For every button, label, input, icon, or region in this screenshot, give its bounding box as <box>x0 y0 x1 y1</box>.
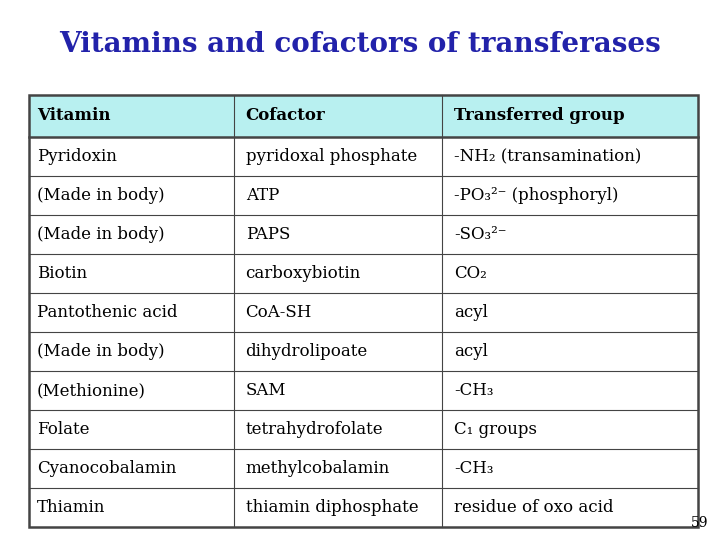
Text: CoA-SH: CoA-SH <box>246 304 312 321</box>
Text: SAM: SAM <box>246 382 286 399</box>
Text: -SO₃²⁻: -SO₃²⁻ <box>454 226 507 243</box>
Text: (Made in body): (Made in body) <box>37 187 164 204</box>
Text: Pyridoxin: Pyridoxin <box>37 148 117 165</box>
Bar <box>29 95 698 137</box>
Text: acyl: acyl <box>454 343 488 360</box>
Text: Pantothenic acid: Pantothenic acid <box>37 304 177 321</box>
Text: Biotin: Biotin <box>37 265 87 282</box>
Text: dihydrolipoate: dihydrolipoate <box>246 343 368 360</box>
Text: -NH₂ (transamination): -NH₂ (transamination) <box>454 148 642 165</box>
Text: CO₂: CO₂ <box>454 265 487 282</box>
Text: Transferred group: Transferred group <box>454 107 625 125</box>
Text: (Made in body): (Made in body) <box>37 226 164 243</box>
Text: (Made in body): (Made in body) <box>37 343 164 360</box>
Text: residue of oxo acid: residue of oxo acid <box>454 499 614 516</box>
Text: -PO₃²⁻ (phosphoryl): -PO₃²⁻ (phosphoryl) <box>454 187 619 204</box>
Bar <box>29 95 698 527</box>
Text: -CH₃: -CH₃ <box>454 460 494 477</box>
Text: Cofactor: Cofactor <box>246 107 325 125</box>
Text: Vitamins and cofactors of transferases: Vitamins and cofactors of transferases <box>59 31 661 58</box>
Text: -CH₃: -CH₃ <box>454 382 494 399</box>
Text: (Methionine): (Methionine) <box>37 382 145 399</box>
Text: Folate: Folate <box>37 421 89 438</box>
Text: Vitamin: Vitamin <box>37 107 110 125</box>
Text: Thiamin: Thiamin <box>37 499 105 516</box>
Text: pyridoxal phosphate: pyridoxal phosphate <box>246 148 417 165</box>
Text: C₁ groups: C₁ groups <box>454 421 537 438</box>
Text: tetrahydrofolate: tetrahydrofolate <box>246 421 383 438</box>
Text: methylcobalamin: methylcobalamin <box>246 460 390 477</box>
Text: carboxybiotin: carboxybiotin <box>246 265 361 282</box>
Text: Cyanocobalamin: Cyanocobalamin <box>37 460 176 477</box>
Text: ATP: ATP <box>246 187 279 204</box>
Text: 59: 59 <box>690 516 708 530</box>
Text: acyl: acyl <box>454 304 488 321</box>
Text: PAPS: PAPS <box>246 226 290 243</box>
Text: thiamin diphosphate: thiamin diphosphate <box>246 499 418 516</box>
